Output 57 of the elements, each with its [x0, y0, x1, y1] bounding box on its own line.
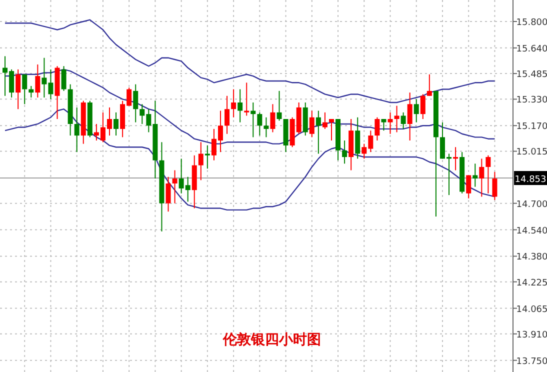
candlestick	[322, 112, 328, 130]
candlestick	[309, 110, 314, 138]
candlestick	[394, 105, 400, 133]
candlestick	[224, 95, 230, 134]
y-tick-label: 14.380	[516, 252, 547, 263]
candlestick	[250, 102, 256, 138]
y-tick-label: 15.800	[516, 18, 547, 28]
candlestick	[61, 66, 66, 92]
candlestick	[244, 82, 250, 116]
candlestick	[238, 88, 243, 123]
candlestick	[407, 92, 412, 141]
y-tick-label: 14.540	[516, 226, 547, 236]
candlestick	[172, 170, 178, 204]
candlestick	[466, 174, 472, 199]
candlestick	[231, 88, 236, 118]
y-tick-label: 14.225	[516, 278, 547, 288]
candlestick	[381, 118, 386, 132]
candlestick	[479, 158, 484, 198]
y-tick-label: 15.170	[516, 122, 547, 132]
candlestick	[414, 98, 419, 123]
candlestick	[166, 176, 171, 212]
candlestick	[257, 112, 262, 136]
candlestick	[22, 74, 28, 105]
candlestick	[400, 112, 406, 130]
ref-line-label: 14.853	[514, 175, 546, 186]
candlestick	[492, 171, 498, 201]
candlestick	[28, 85, 34, 98]
candlestick	[114, 112, 119, 136]
candlestick	[35, 64, 40, 98]
candlestick	[264, 116, 269, 138]
y-tick-label: 15.640	[516, 44, 547, 54]
candlestick	[355, 116, 360, 160]
y-tick-label: 13.910	[516, 330, 547, 340]
y-tick-label: 15.485	[516, 70, 547, 80]
candlestick	[472, 163, 478, 188]
candlestick	[388, 112, 393, 134]
candlestick	[316, 110, 321, 154]
y-tick-label: 14.065	[516, 304, 547, 315]
y-tick-label: 14.700	[516, 200, 547, 210]
candlestick	[270, 104, 276, 133]
candlestick	[133, 84, 138, 123]
y-tick-label: 15.330	[516, 96, 547, 106]
candlestick	[276, 90, 282, 122]
candlestick	[74, 106, 80, 153]
candlestick	[328, 118, 334, 141]
candlestick	[486, 154, 491, 194]
candlestick	[342, 140, 348, 164]
candlestick	[204, 144, 210, 170]
y-tick-label: 13.750	[516, 356, 547, 367]
candlestick	[16, 68, 21, 110]
text: 伦敦银四小时图	[222, 331, 321, 348]
candlestick	[198, 142, 204, 181]
candlestick	[453, 146, 458, 171]
y-tick-label: 15.015	[516, 148, 547, 158]
candlestick	[426, 74, 432, 96]
candlestick	[420, 94, 426, 120]
candlestick	[374, 116, 380, 141]
